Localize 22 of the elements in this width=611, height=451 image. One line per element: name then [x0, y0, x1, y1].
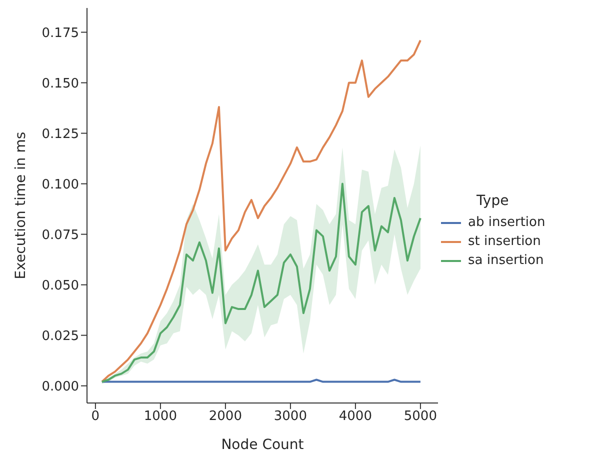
- line-series: [100, 182, 422, 383]
- y-tick-label: 0.075: [42, 228, 79, 243]
- y-tick-label: 0.125: [42, 126, 79, 142]
- x-tick-label: 1000: [144, 409, 177, 424]
- y-axis-title: Execution time in ms: [12, 132, 29, 280]
- y-tick-label: 0.025: [42, 328, 79, 344]
- x-tick-label: 4000: [338, 409, 372, 424]
- x-axis-title: Node Count: [221, 437, 304, 451]
- legend-label: sa insertion: [468, 253, 544, 268]
- line-series: [100, 39, 422, 383]
- x-tick-label: 2000: [208, 409, 242, 424]
- legend-label: ab insertion: [468, 215, 546, 230]
- y-tick-label: 0.150: [42, 76, 79, 92]
- y-tick-label: 0.000: [42, 379, 79, 394]
- legend-label: st insertion: [468, 234, 541, 249]
- y-tick-label: 0.050: [42, 278, 79, 294]
- legend-title: Type: [476, 193, 510, 209]
- x-tick-label: 5000: [404, 409, 437, 424]
- y-tick-label: 0.100: [42, 177, 79, 192]
- x-tick-label: 3000: [274, 409, 307, 424]
- x-tick-label: 0: [91, 409, 100, 424]
- y-tick-label: 0.175: [42, 26, 79, 41]
